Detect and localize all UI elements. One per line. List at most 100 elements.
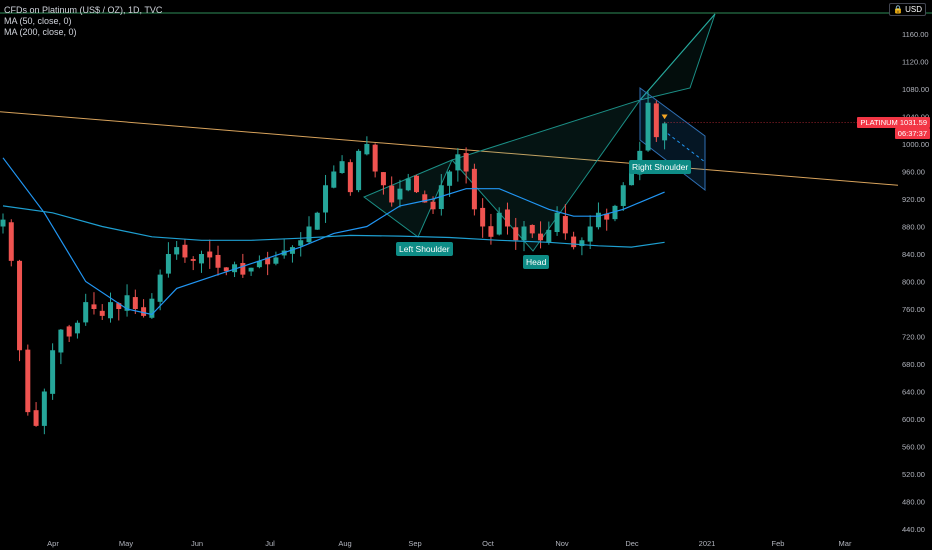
x-tick-label: Mar bbox=[839, 539, 852, 548]
candle-body bbox=[50, 350, 56, 394]
x-tick-label: May bbox=[119, 539, 133, 548]
candle-body bbox=[463, 153, 469, 172]
y-tick-label: 920.00 bbox=[902, 195, 925, 204]
projection-line bbox=[639, 13, 716, 101]
candle-body bbox=[116, 303, 122, 309]
y-tick-label: 640.00 bbox=[902, 388, 925, 397]
candle-body bbox=[513, 227, 519, 241]
candle-body bbox=[546, 229, 552, 243]
y-tick-label: 480.00 bbox=[902, 498, 925, 507]
candle-body bbox=[149, 298, 155, 318]
candle-body bbox=[504, 209, 510, 227]
ma50-legend[interactable]: MA (50, close, 0) bbox=[4, 16, 72, 26]
candle-body bbox=[232, 264, 238, 273]
currency-selector[interactable]: 🔒 USD bbox=[889, 3, 926, 16]
candle-body bbox=[273, 257, 279, 264]
candle-body bbox=[198, 254, 204, 264]
head-triangle bbox=[451, 99, 642, 252]
candle-body bbox=[562, 216, 568, 234]
x-tick-label: Oct bbox=[482, 539, 495, 548]
candle-body bbox=[612, 205, 618, 220]
candle-body bbox=[124, 295, 130, 311]
ma200-line bbox=[2, 205, 665, 248]
candle-body bbox=[256, 260, 262, 268]
candle-body bbox=[132, 297, 138, 309]
candle-body bbox=[480, 207, 486, 227]
candle-body bbox=[17, 260, 23, 351]
y-tick-label: 840.00 bbox=[902, 250, 925, 259]
candle-body bbox=[488, 226, 494, 237]
x-tick-label: Aug bbox=[338, 539, 351, 548]
candle-body bbox=[323, 185, 329, 213]
left-shoulder-label[interactable]: Left Shoulder bbox=[396, 242, 453, 256]
y-tick-label: 800.00 bbox=[902, 278, 925, 287]
candle-body bbox=[438, 185, 444, 210]
candle-body bbox=[571, 236, 577, 248]
candle-body bbox=[83, 302, 89, 323]
candle-body bbox=[629, 171, 635, 186]
candle-body bbox=[41, 391, 47, 426]
candle-body bbox=[240, 263, 246, 275]
candle-body bbox=[298, 240, 304, 246]
candle-body bbox=[190, 259, 196, 261]
candle-body bbox=[521, 226, 527, 241]
candle-body bbox=[604, 213, 610, 220]
x-tick-label: Apr bbox=[47, 539, 59, 548]
x-tick-label: Feb bbox=[772, 539, 785, 548]
candle-body bbox=[174, 247, 180, 255]
candle-body bbox=[430, 201, 436, 210]
candle-body bbox=[331, 171, 337, 188]
head-label[interactable]: Head bbox=[523, 255, 550, 269]
lock-icon[interactable]: 🔒 bbox=[893, 5, 904, 14]
y-tick-label: 1000.00 bbox=[902, 140, 929, 149]
x-tick-label: Dec bbox=[625, 539, 639, 548]
candle-body bbox=[538, 233, 544, 241]
candle-body bbox=[447, 171, 453, 186]
last-price-value: 1031.59 bbox=[899, 118, 927, 127]
candle-body bbox=[653, 103, 659, 138]
candle-body bbox=[620, 185, 626, 206]
ma200-legend[interactable]: MA (200, close, 0) bbox=[4, 27, 77, 37]
candle-body bbox=[0, 219, 6, 227]
candle-body bbox=[58, 329, 64, 353]
candle-body bbox=[405, 178, 411, 191]
y-tick-label: 520.00 bbox=[902, 470, 925, 479]
candle-body bbox=[8, 222, 14, 261]
right-shoulder-label[interactable]: Right Shoulder bbox=[629, 160, 692, 174]
candle-body bbox=[372, 144, 378, 172]
x-tick-label: 2021 bbox=[699, 539, 716, 548]
price-marker bbox=[661, 114, 668, 120]
candle-body bbox=[182, 244, 188, 258]
candle-body bbox=[265, 257, 271, 265]
symbol-badge: PLATINUM bbox=[860, 118, 898, 127]
candle-body bbox=[356, 150, 362, 191]
y-tick-label: 1160.00 bbox=[902, 30, 929, 39]
candle-body bbox=[141, 307, 147, 316]
ma50-line bbox=[2, 157, 665, 316]
y-tick-label: 680.00 bbox=[902, 360, 925, 369]
y-tick-label: 600.00 bbox=[902, 415, 925, 424]
y-tick-label: 880.00 bbox=[902, 223, 925, 232]
candle-body bbox=[91, 304, 97, 309]
countdown-badge: 06:37:37 bbox=[894, 128, 930, 139]
currency-label: USD bbox=[905, 5, 922, 14]
candle-body bbox=[397, 188, 403, 200]
candle-body bbox=[380, 172, 386, 186]
candle-body bbox=[339, 161, 345, 174]
candle-body bbox=[414, 175, 419, 193]
candle-body bbox=[306, 226, 312, 243]
candle-body bbox=[389, 185, 395, 203]
candle-body bbox=[99, 310, 105, 316]
candle-body bbox=[422, 194, 428, 203]
x-tick-label: Nov bbox=[555, 539, 569, 548]
candle-body bbox=[347, 162, 353, 193]
symbol-title[interactable]: CFDs on Platinum (US$ / OZ), 1D, TVC bbox=[4, 5, 163, 15]
candle-body bbox=[579, 240, 585, 247]
x-tick-label: Jul bbox=[265, 539, 275, 548]
candle-body bbox=[66, 326, 72, 337]
candle-body bbox=[496, 212, 502, 235]
left-shoulder-triangle bbox=[362, 159, 453, 238]
candle-body bbox=[215, 254, 221, 268]
